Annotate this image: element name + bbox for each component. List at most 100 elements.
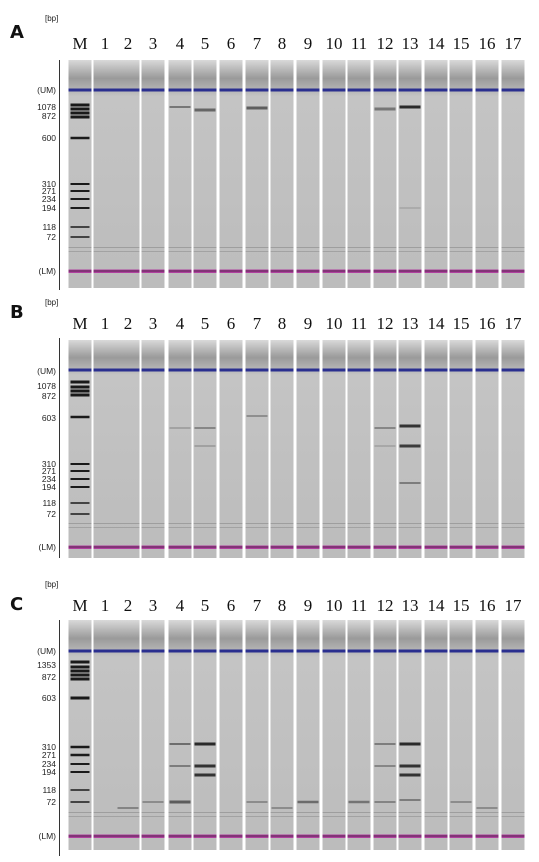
sample-band (399, 773, 421, 777)
lane-5 (193, 60, 217, 288)
lane-label-marker: M (72, 314, 88, 333)
lane-17 (501, 60, 525, 288)
lane-16 (475, 340, 499, 558)
lane-15 (449, 340, 473, 558)
lane-6 (219, 60, 243, 288)
size-marker-label: (LM) (38, 830, 56, 841)
lane-label-16: 16 (478, 314, 496, 333)
ladder-band (70, 745, 90, 749)
upper-marker-band (245, 88, 269, 92)
lane-13 (398, 340, 422, 558)
lane-2 (116, 60, 140, 288)
lane-9 (296, 60, 320, 288)
size-marker-label: 194 (41, 202, 56, 213)
gel-image (66, 60, 527, 288)
lane-label-12: 12 (376, 34, 394, 53)
upper-marker-band (347, 88, 371, 92)
ladder-band (70, 103, 90, 107)
lane-17 (501, 620, 525, 850)
size-marker-label: (LM) (38, 265, 56, 276)
lane-label-10: 10 (325, 596, 343, 615)
upper-marker-band (424, 88, 448, 92)
lane-label-9: 9 (303, 34, 313, 53)
lane-label-6: 6 (226, 34, 236, 53)
upper-marker-band (219, 88, 243, 92)
lane-label-13: 13 (401, 596, 419, 615)
lane-label-3: 3 (148, 596, 158, 615)
lane-10 (322, 620, 346, 850)
lane-13 (398, 60, 422, 288)
ladder-band (70, 380, 90, 384)
lane-3 (141, 340, 165, 558)
lane-16 (475, 620, 499, 850)
size-axis (59, 60, 60, 290)
sample-band (246, 106, 268, 110)
lane-label-5: 5 (200, 596, 210, 615)
lane-12 (373, 620, 397, 850)
ladder-band (70, 502, 90, 504)
lane-label-11: 11 (350, 596, 368, 615)
lane-label-15: 15 (452, 314, 470, 333)
gel-image (66, 340, 527, 558)
upper-marker-band (296, 649, 320, 653)
upper-marker-band (116, 368, 140, 372)
lane-label-1: 1 (100, 314, 110, 333)
upper-marker-band (373, 649, 397, 653)
ladder-band (70, 115, 90, 119)
upper-marker-band (501, 368, 525, 372)
sample-band (374, 427, 396, 429)
lane-1 (93, 620, 117, 850)
lane-7 (245, 620, 269, 850)
sample-band (399, 444, 421, 448)
lane-label-3: 3 (148, 314, 158, 333)
lane-label-8: 8 (277, 596, 287, 615)
upper-marker-band (475, 368, 499, 372)
size-marker-label: 234 (41, 473, 56, 484)
lane-label-16: 16 (478, 596, 496, 615)
ladder-band (70, 696, 90, 700)
lane-label-13: 13 (401, 314, 419, 333)
upper-marker-band (501, 88, 525, 92)
sample-band (399, 105, 421, 109)
lane-1 (93, 60, 117, 288)
ladder-band (70, 463, 90, 465)
size-marker-label: 118 (42, 784, 56, 795)
lane-label-marker: M (72, 596, 88, 615)
lane-15 (449, 620, 473, 850)
lane-label-2: 2 (123, 314, 133, 333)
size-marker-label: 872 (41, 110, 56, 121)
upper-marker-band (141, 649, 165, 653)
lane-6 (219, 620, 243, 850)
lane-8 (270, 340, 294, 558)
lane-label-15: 15 (452, 596, 470, 615)
lane-label-9: 9 (303, 596, 313, 615)
ladder-band (70, 111, 90, 115)
upper-marker-band (141, 368, 165, 372)
size-marker-label: 234 (41, 758, 56, 769)
lane-14 (424, 340, 448, 558)
upper-marker-band (322, 368, 346, 372)
lane-label-6: 6 (226, 314, 236, 333)
sample-band (374, 107, 396, 111)
lane-1 (93, 340, 117, 558)
lane-4 (168, 620, 192, 850)
lane-label-2: 2 (123, 34, 133, 53)
lane-16 (475, 60, 499, 288)
ladder-band (70, 198, 90, 200)
ladder-band (70, 771, 90, 773)
lane-label-14: 14 (427, 34, 445, 53)
upper-marker-band (68, 649, 92, 653)
upper-marker-band (168, 649, 192, 653)
ladder-band (70, 470, 90, 472)
ladder-band (70, 415, 90, 419)
lane-11 (347, 60, 371, 288)
lane-12 (373, 340, 397, 558)
lane-label-17: 17 (504, 596, 522, 615)
sample-band (117, 807, 139, 809)
sample-band (194, 108, 216, 112)
upper-marker-band (168, 368, 192, 372)
lane-label-17: 17 (504, 314, 522, 333)
sample-band (399, 207, 421, 209)
sample-band (169, 106, 191, 108)
lane-label-10: 10 (325, 34, 343, 53)
